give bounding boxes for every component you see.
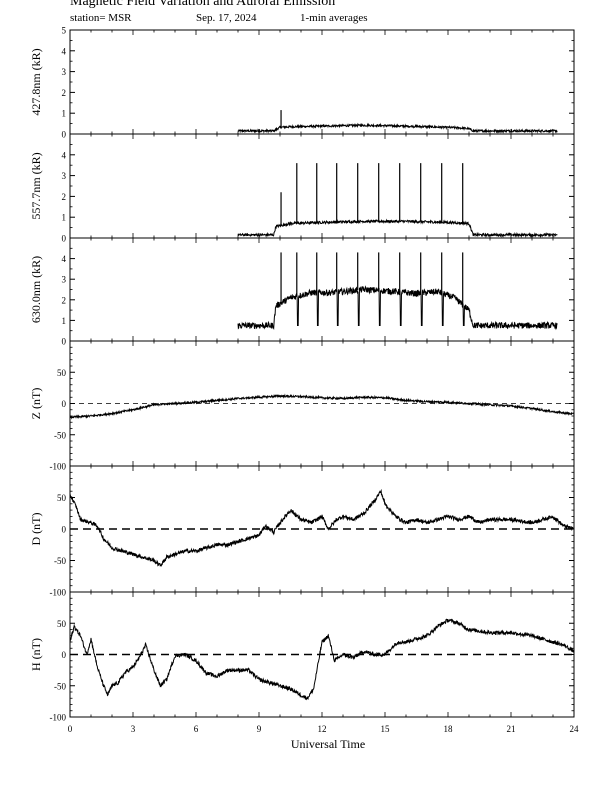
series-line (237, 218, 558, 239)
y-tick-label: -100 (50, 588, 67, 598)
station-label: station= MSR (70, 12, 132, 24)
y-tick-label: 0 (62, 234, 67, 244)
x-axis-label: Universal Time (291, 737, 365, 751)
x-tick-label: 0 (68, 724, 73, 734)
averaging-label: 1-min averages (300, 12, 368, 24)
y-axis-label: H (nT) (29, 638, 43, 671)
series-line (69, 393, 575, 420)
y-tick-label: 0 (62, 399, 67, 409)
y-tick-label: 0 (62, 130, 67, 140)
chart-panels: 0 1 2 3 4 5 427.8nm (kR) 0 1 2 3 4 557.7nm (kR) 0 1 2 3 4… (29, 26, 575, 723)
chart-title: Magnetic Field Variation and Auroral Emi… (70, 0, 336, 9)
y-tick-label: -100 (50, 713, 67, 723)
y-tick-label: 0 (62, 525, 67, 535)
x-tick-label: 24 (570, 724, 580, 734)
y-tick-label: 4 (62, 46, 67, 56)
y-axis-label: 630.0nm (kR) (29, 256, 43, 323)
panel-frame (69, 29, 575, 135)
y-tick-label: 0 (62, 337, 67, 347)
series-line (69, 618, 575, 701)
chart-panel: 0 1 2 3 4 5 427.8nm (kR) (29, 26, 575, 140)
y-tick-label: 5 (62, 26, 67, 36)
y-tick-label: 0 (62, 650, 67, 660)
series-line (237, 122, 558, 134)
chart-panel: 0 1 2 3 4 630.0nm (kR) (29, 237, 575, 347)
y-tick-label: 4 (62, 150, 67, 160)
y-tick-label: 50 (57, 493, 67, 503)
series-line (237, 285, 558, 331)
y-tick-label: 1 (62, 213, 67, 223)
y-tick-label: -100 (50, 462, 67, 472)
x-tick-label: 6 (194, 724, 199, 734)
y-tick-label: 4 (62, 254, 67, 264)
y-tick-label: 50 (57, 619, 67, 629)
y-tick-label: -50 (54, 681, 66, 691)
chart-panel: 0 1 2 3 4 557.7nm (kR) (29, 133, 575, 244)
y-tick-label: 50 (57, 368, 67, 378)
y-axis-label: 557.7nm (kR) (29, 152, 43, 219)
y-axis-label: D (nT) (29, 513, 43, 546)
y-axis-label: Z (nT) (29, 388, 43, 420)
y-tick-label: 3 (62, 171, 67, 181)
y-tick-label: -50 (54, 430, 66, 440)
y-tick-label: 3 (62, 67, 67, 77)
x-tick-label: 9 (257, 724, 262, 734)
x-axis: Universal Time 0 3 6 9 12 15 18 21 24 (68, 724, 579, 751)
chart-panel: -100 -50 0 50 Z (nT) (29, 340, 575, 472)
x-tick-label: 3 (131, 724, 136, 734)
y-tick-label: 1 (62, 316, 67, 326)
series-line (69, 488, 575, 567)
y-tick-label: 2 (62, 88, 67, 98)
y-tick-label: 1 (62, 109, 67, 119)
y-tick-label: 2 (62, 295, 67, 305)
chart-panel: -100 -50 0 50 H (nT) (29, 591, 575, 723)
x-tick-label: 21 (507, 724, 516, 734)
chart-panel: -100 -50 0 50 D (nT) (29, 465, 575, 598)
y-tick-label: 3 (62, 275, 67, 285)
y-axis-label: 427.8nm (kR) (29, 48, 43, 115)
x-tick-label: 18 (444, 724, 454, 734)
y-tick-label: -50 (54, 556, 66, 566)
x-tick-label: 15 (381, 724, 391, 734)
y-tick-label: 2 (62, 192, 67, 202)
date-label: Sep. 17, 2024 (196, 12, 257, 24)
x-tick-label: 12 (318, 724, 327, 734)
